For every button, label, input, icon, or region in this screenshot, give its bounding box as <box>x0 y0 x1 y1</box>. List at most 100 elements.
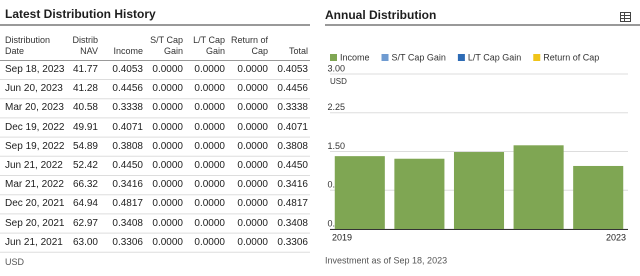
table-cell: 63.00 <box>72 236 98 248</box>
bar <box>513 145 564 229</box>
table-icon[interactable] <box>620 12 631 22</box>
table-cell: 0.0000 <box>194 102 225 114</box>
y-tick-label: 3.00 <box>327 63 345 73</box>
table-cell: 0.3408 <box>112 217 143 229</box>
legend-swatch <box>381 54 389 61</box>
table-cell: 0.0000 <box>194 121 225 133</box>
table-cell: 0.0000 <box>194 179 225 191</box>
table-cell: 0.0000 <box>152 140 183 152</box>
table-cell: Mar 20, 2023 <box>5 102 64 114</box>
x-tick-label: 2019 <box>332 232 352 242</box>
table-cell: 0.0000 <box>237 236 268 248</box>
table-cell: 0.0000 <box>237 198 268 210</box>
table-cell: Jun 20, 2023 <box>5 83 63 95</box>
table-cell: 0.4817 <box>277 198 308 210</box>
legend-swatch <box>533 54 541 61</box>
table-cell: 0.4071 <box>112 121 143 133</box>
table-cell: 0.0000 <box>152 236 183 248</box>
table-cell: Dec 20, 2021 <box>5 198 65 210</box>
table-cell: 62.97 <box>72 217 98 229</box>
table-cell: 0.0000 <box>237 102 268 114</box>
column-header: Total <box>288 46 308 56</box>
column-header: S/T Cap Gain <box>150 35 183 56</box>
table-cell: Mar 21, 2022 <box>5 179 64 191</box>
y-tick-label: 1.50 <box>327 141 345 151</box>
table-cell: 0.0000 <box>152 121 183 133</box>
table-cell: 0.0000 <box>237 64 268 75</box>
column-header: Distribution Date <box>5 35 51 56</box>
table-cell: 0.0000 <box>237 160 268 171</box>
table-cell: 0.4456 <box>112 83 143 95</box>
table-cell: 0.4450 <box>277 160 308 171</box>
table-cell: 40.58 <box>72 102 98 114</box>
table-cell: 0.3408 <box>277 217 308 229</box>
table-cell: 0.0000 <box>237 121 268 133</box>
table-cell: 0.0000 <box>237 83 268 95</box>
table-cell: Sep 19, 2022 <box>5 140 65 152</box>
column-header: Income <box>113 46 143 56</box>
table-cell: 0.0000 <box>152 83 183 95</box>
table-title: Latest Distribution History <box>5 7 156 21</box>
y-tick-label: 2.25 <box>327 102 345 112</box>
legend-label: S/T Cap Gain <box>392 52 446 62</box>
column-header: L/T Cap Gain <box>193 35 225 56</box>
bar <box>573 165 624 229</box>
bar <box>334 156 385 229</box>
table-cell: 0.3306 <box>112 236 143 248</box>
table-cell: 0.4450 <box>112 160 143 171</box>
bar <box>394 158 445 229</box>
table-cell: 0.0000 <box>237 140 268 152</box>
table-cell: 0.0000 <box>194 198 225 210</box>
table-cell: 52.42 <box>72 160 98 171</box>
table-cell: 64.94 <box>72 198 98 210</box>
chart-title: Annual Distribution <box>325 8 436 22</box>
table-cell: 49.91 <box>72 121 98 133</box>
table-cell: 0.3808 <box>112 140 143 152</box>
table-cell: 0.4053 <box>277 64 308 75</box>
table-cell: 0.0000 <box>237 179 268 191</box>
table-cell: 0.4456 <box>277 83 308 95</box>
table-cell: 0.0000 <box>152 160 183 171</box>
column-header: Return of Cap <box>230 35 268 56</box>
table-cell: 0.3338 <box>112 102 143 114</box>
table-cell: 0.0000 <box>237 217 268 229</box>
legend-swatch <box>457 54 465 61</box>
legend-label: L/T Cap Gain <box>468 52 521 62</box>
table-cell: 0.3808 <box>277 140 308 152</box>
table-cell: 41.77 <box>72 64 98 75</box>
table-cell: Sep 18, 2023 <box>5 64 65 75</box>
table-cell: 0.0000 <box>152 217 183 229</box>
table-cell: Jun 21, 2021 <box>5 236 63 248</box>
legend-swatch <box>330 54 337 61</box>
table-cell: 0.0000 <box>194 83 225 95</box>
table-cell: 0.3338 <box>277 102 308 114</box>
table-cell: 66.32 <box>72 179 98 191</box>
y-unit: USD <box>330 77 347 86</box>
table-cell: 0.3416 <box>277 179 308 191</box>
table-cell: Dec 19, 2022 <box>5 121 65 133</box>
table-cell: 0.0000 <box>194 160 225 171</box>
x-tick-label: 2023 <box>606 232 626 242</box>
table-cell: 54.89 <box>72 140 98 152</box>
legend-label: Income <box>340 52 370 62</box>
table-cell: 0.0000 <box>194 140 225 152</box>
table-cell: 0.4071 <box>277 121 308 133</box>
table-cell: Jun 21, 2022 <box>5 160 63 171</box>
table-cell: 0.0000 <box>152 102 183 114</box>
chart-footnote: Investment as of Sep 18, 2023 <box>325 255 447 265</box>
table-cell: 41.28 <box>72 83 98 95</box>
legend-label: Return of Cap <box>543 52 599 62</box>
table-cell: 0.3416 <box>112 179 143 191</box>
table-footnote: USD <box>5 257 25 267</box>
table-cell: 0.4817 <box>112 198 143 210</box>
table-cell: 0.0000 <box>194 217 225 229</box>
table-cell: Sep 20, 2021 <box>5 217 65 229</box>
column-header: Distrib NAV <box>72 35 98 56</box>
table-cell: 0.0000 <box>194 64 225 75</box>
table-cell: 0.0000 <box>152 198 183 210</box>
table-cell: 0.3306 <box>277 236 308 248</box>
table-cell: 0.0000 <box>152 64 183 75</box>
table-cell: 0.4053 <box>112 64 143 75</box>
